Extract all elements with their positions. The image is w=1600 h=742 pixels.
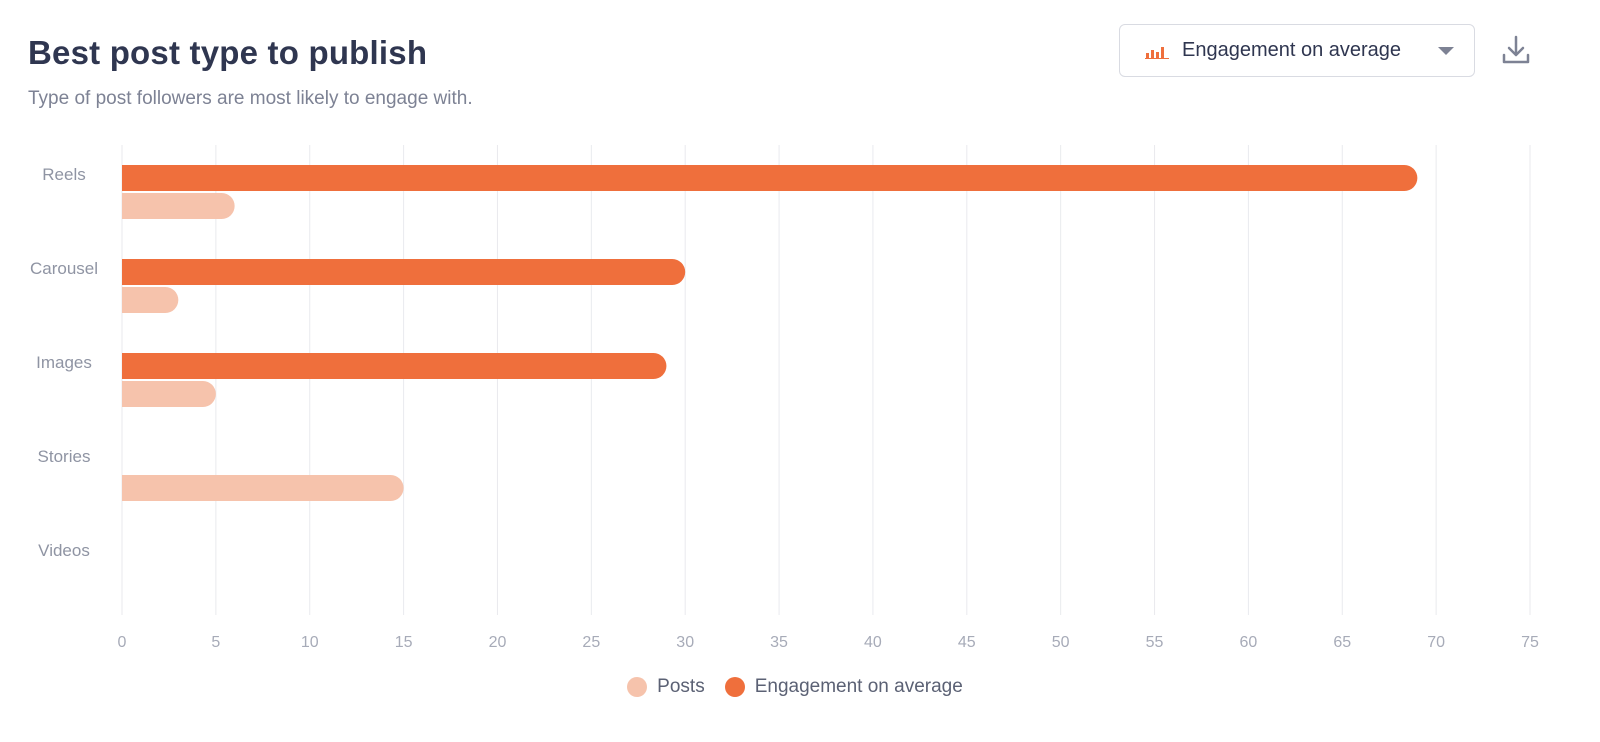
bar-engagement [122, 259, 686, 285]
legend-swatch-engagement [724, 677, 745, 697]
category-label: Carousel [30, 259, 98, 278]
chevron-down-icon [1438, 47, 1454, 55]
x-tick-label: 5 [211, 634, 220, 651]
bar-posts [122, 287, 179, 313]
bar-chart-icon [1145, 47, 1169, 59]
x-tick-label: 40 [864, 634, 882, 651]
legend-swatch-posts [627, 677, 648, 697]
legend-item-engagement[interactable]: Engagement on average [724, 676, 963, 698]
category-label: Images [36, 353, 92, 372]
category-label: Videos [38, 541, 90, 560]
x-tick-label: 0 [118, 634, 127, 651]
download-icon [1502, 35, 1530, 64]
bar-engagement [122, 165, 1418, 191]
legend-item-posts[interactable]: Posts [627, 676, 705, 698]
page-title: Best post type to publish [28, 34, 428, 71]
x-tick-label: 20 [489, 634, 507, 651]
chart-legend: Posts Engagement on average [0, 676, 1600, 698]
x-tick-label: 60 [1240, 634, 1258, 651]
x-tick-label: 70 [1427, 634, 1445, 651]
x-tick-label: 35 [770, 634, 788, 651]
x-tick-label: 30 [676, 634, 694, 651]
x-tick-label: 10 [301, 634, 319, 651]
category-label: Reels [42, 165, 85, 184]
x-tick-label: 45 [958, 634, 976, 651]
x-tick-label: 50 [1052, 634, 1070, 651]
metric-select-label: Engagement on average [1182, 39, 1402, 61]
x-tick-label: 75 [1521, 634, 1539, 651]
x-tick-label: 25 [582, 634, 600, 651]
legend-label-engagement: Engagement on average [754, 676, 963, 697]
bar-posts [122, 381, 216, 407]
download-button[interactable] [1500, 34, 1532, 68]
metric-select[interactable]: Engagement on average [1119, 24, 1475, 77]
x-tick-label: 55 [1146, 634, 1164, 651]
page-subtitle: Type of post followers are most likely t… [28, 88, 473, 109]
bar-engagement [122, 353, 667, 379]
legend-label-posts: Posts [657, 676, 705, 697]
x-tick-label: 65 [1333, 634, 1351, 651]
x-tick-label: 15 [395, 634, 413, 651]
bar-posts [122, 475, 404, 501]
bar-posts [122, 193, 235, 219]
category-label: Stories [38, 447, 91, 466]
